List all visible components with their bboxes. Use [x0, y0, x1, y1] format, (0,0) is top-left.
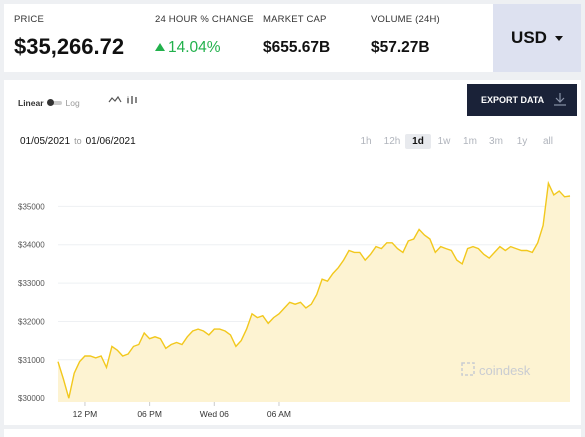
date-from[interactable]: 01/05/2021	[20, 136, 71, 147]
x-tick-label: 06 PM	[137, 409, 162, 419]
price-chart[interactable]: $35000 $34000 $33000 $32000 $31000 $30000 12 P…	[4, 160, 581, 420]
log-label: Log	[65, 98, 80, 108]
line-chart-icon[interactable]	[108, 95, 122, 105]
date-to-word: to	[74, 136, 82, 146]
currency-select[interactable]: USD	[493, 4, 581, 72]
volume-label: VOLUME (24H)	[371, 14, 440, 25]
volume-stat: VOLUME (24H) $57.27B	[371, 14, 440, 57]
range-1w[interactable]: 1w	[437, 136, 451, 147]
x-tick-label: Wed 06	[200, 409, 229, 419]
price-area	[58, 183, 570, 402]
currency-value: USD	[511, 28, 547, 47]
range-3m[interactable]: 3m	[489, 136, 503, 147]
market-cap-label: MARKET CAP	[263, 14, 327, 25]
y-tick-label: $34000	[18, 241, 45, 250]
download-icon	[554, 93, 566, 106]
date-range: 01/05/2021 to 01/06/2021	[20, 136, 136, 147]
candlestick-chart-icon[interactable]	[126, 95, 138, 105]
price-value: $35,266.72	[14, 34, 125, 59]
range-selector: 1h 12h 1d 1w 1m 3m 1y all	[353, 134, 561, 149]
range-all[interactable]: all	[542, 136, 553, 147]
triangle-up-icon	[155, 43, 165, 51]
y-tick-label: $32000	[18, 317, 45, 326]
stats-bar: PRICE $35,266.72 24 HOUR % CHANGE 14.04%…	[4, 4, 581, 72]
coindesk-watermark: coindesk	[479, 363, 531, 378]
y-tick-label: $31000	[18, 356, 45, 365]
x-tick-label: 12 PM	[73, 409, 98, 419]
change-label: 24 HOUR % CHANGE	[155, 14, 254, 25]
bottom-panel	[4, 429, 581, 437]
coindesk-logo-icon	[461, 362, 475, 376]
export-data-button[interactable]: EXPORT DATA	[467, 84, 577, 116]
change-value-wrap: 14.04%	[155, 39, 254, 57]
scale-switch[interactable]	[46, 99, 62, 106]
change-stat: 24 HOUR % CHANGE 14.04%	[155, 14, 254, 57]
market-cap-stat: MARKET CAP $655.67B	[263, 14, 330, 57]
range-1d[interactable]: 1d	[405, 134, 431, 149]
scale-toggle[interactable]: Linear Log	[18, 98, 80, 108]
volume-value: $57.27B	[371, 39, 430, 56]
date-to[interactable]: 01/06/2021	[85, 136, 136, 147]
price-stat: PRICE $35,266.72	[14, 14, 124, 60]
price-line	[57, 180, 571, 399]
export-label: EXPORT DATA	[481, 95, 545, 105]
linear-label: Linear	[18, 98, 44, 108]
change-value: 14.04%	[168, 39, 221, 56]
chart-panel: Linear Log EXPORT DATA 01/05/2021 to 01/06…	[4, 80, 581, 425]
range-12h[interactable]: 12h	[383, 136, 401, 147]
y-tick-label: $33000	[18, 279, 45, 288]
market-cap-value: $655.67B	[263, 39, 331, 56]
price-label: PRICE	[14, 14, 45, 25]
range-1y[interactable]: 1y	[516, 136, 528, 147]
caret-down-icon	[554, 35, 563, 41]
y-tick-label: $35000	[18, 202, 45, 211]
x-tick-label: 06 AM	[267, 409, 291, 419]
range-1m[interactable]: 1m	[463, 136, 477, 147]
range-1h[interactable]: 1h	[360, 136, 372, 147]
y-tick-label: $30000	[18, 394, 45, 403]
